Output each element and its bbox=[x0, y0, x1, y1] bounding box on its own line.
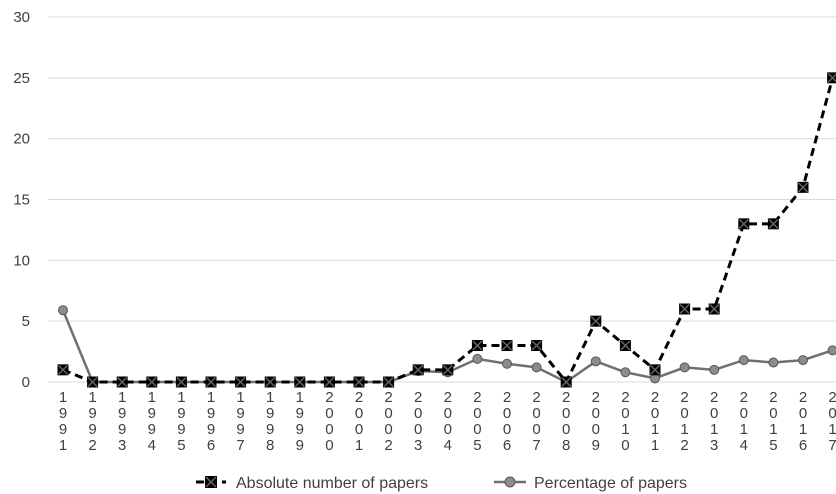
legend-item-absolute: Absolute number of papers bbox=[196, 475, 428, 492]
grid-lines bbox=[48, 16, 836, 383]
y-axis: 0 5 10 15 20 25 30 bbox=[13, 9, 30, 391]
data-point-absolute-x bbox=[146, 377, 157, 387]
data-point-percentage bbox=[58, 305, 68, 316]
y-tick-label: 5 bbox=[22, 313, 30, 330]
data-point-absolute-x bbox=[768, 218, 779, 229]
data-point-percentage bbox=[827, 345, 836, 356]
x-axis: 1 9 9 1 1 9 9 2 1 9 9 3 1 9 9 4 1 9 9 5 1 9 9 6 1 9 9 7 1 9 9 8 1 9 9 9 2 0 0 0… bbox=[59, 389, 836, 454]
data-point-absolute-x bbox=[650, 364, 660, 375]
data-point-percentage bbox=[679, 362, 690, 373]
data-point-absolute-x bbox=[531, 340, 542, 351]
y-tick-label: 0 bbox=[22, 374, 30, 391]
data-point-absolute-x bbox=[117, 377, 128, 387]
y-tick-label: 25 bbox=[13, 70, 30, 87]
y-tick-label: 30 bbox=[13, 9, 30, 26]
data-point-absolute-x bbox=[324, 377, 335, 387]
data-point-absolute-x bbox=[265, 377, 276, 387]
data-point-absolute-x bbox=[442, 364, 453, 375]
data-point-percentage bbox=[798, 355, 808, 366]
data-point-absolute-x bbox=[738, 218, 749, 229]
data-point-absolute-x bbox=[58, 364, 68, 375]
data-point-absolute-x bbox=[383, 377, 394, 387]
data-point-percentage bbox=[590, 356, 601, 367]
data-point-absolute-x bbox=[472, 340, 483, 351]
data-point-percentage bbox=[502, 358, 512, 369]
data-point-percentage bbox=[472, 353, 483, 364]
data-point-absolute-x bbox=[590, 316, 601, 327]
data-point-absolute-x bbox=[413, 364, 424, 375]
y-tick-label: 10 bbox=[13, 252, 30, 269]
legend-label-absolute: Absolute number of papers bbox=[236, 475, 428, 492]
data-point-percentage bbox=[620, 367, 631, 378]
data-point-absolute-x bbox=[87, 377, 98, 387]
data-point-percentage bbox=[768, 357, 779, 368]
data-point-absolute-x bbox=[798, 182, 808, 193]
data-point-percentage bbox=[531, 362, 542, 373]
series-line-absolute bbox=[62, 77, 835, 385]
data-point-absolute-x bbox=[709, 304, 720, 314]
data-point-absolute-x bbox=[294, 377, 305, 387]
series-group bbox=[57, 72, 836, 388]
y-tick-label: 15 bbox=[13, 192, 30, 209]
legend-marker-percentage bbox=[504, 476, 516, 488]
legend-marker-x bbox=[205, 476, 217, 488]
data-point-absolute-x bbox=[561, 377, 572, 387]
data-point-absolute bbox=[827, 72, 836, 84]
data-point-percentage bbox=[738, 355, 749, 366]
y-tick-label: 20 bbox=[13, 131, 30, 148]
data-point-absolute-x bbox=[235, 377, 246, 387]
data-point-absolute-x bbox=[679, 304, 690, 314]
data-point-absolute-x bbox=[206, 377, 216, 387]
data-point-absolute-x bbox=[176, 377, 187, 387]
data-point-absolute-x bbox=[354, 377, 364, 387]
legend-label-percentage: Percentage of papers bbox=[534, 475, 687, 492]
data-point-percentage bbox=[709, 364, 720, 375]
data-point-absolute-x bbox=[502, 340, 512, 351]
legend: Absolute number of papers Percentage of … bbox=[196, 475, 687, 492]
legend-item-percentage: Percentage of papers bbox=[494, 475, 687, 492]
data-point-absolute-x bbox=[620, 340, 631, 351]
